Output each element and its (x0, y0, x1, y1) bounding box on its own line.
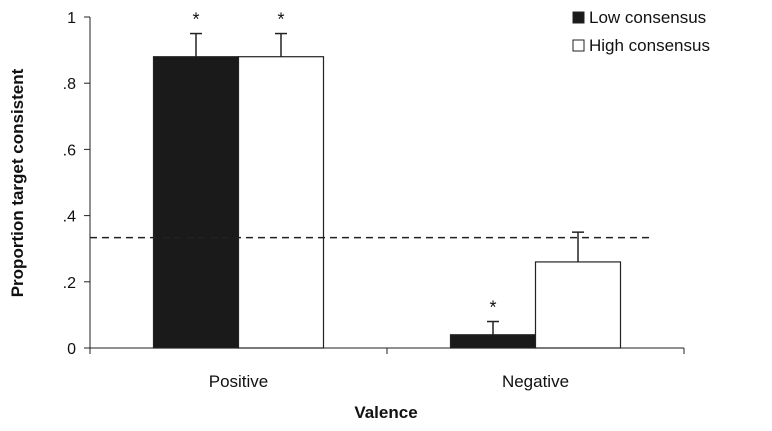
y-tick-label: .2 (63, 275, 76, 292)
significance-marker: * (489, 298, 496, 318)
y-tick-label: .4 (63, 209, 76, 226)
bar-low-consensus (152, 56, 240, 349)
legend-swatch (572, 39, 585, 52)
bar-low-consensus (449, 334, 537, 349)
y-tick-label: .8 (63, 76, 76, 93)
x-category-label: Negative (502, 372, 569, 391)
y-tick-label: 0 (67, 341, 76, 358)
legend-label: High consensus (589, 36, 710, 55)
y-tick-label: .6 (63, 142, 76, 159)
bar-high-consensus (534, 261, 622, 349)
bar-high-consensus (237, 56, 325, 349)
plot-area: 0 .2 .4 .6 .8 1 Positive * * Negative * (63, 10, 685, 391)
significance-marker: * (192, 10, 199, 30)
legend-label: Low consensus (589, 8, 706, 27)
significance-marker: * (277, 10, 284, 30)
x-category-label: Positive (209, 372, 269, 391)
legend: Low consensus High consensus (572, 8, 710, 55)
legend-swatch (572, 11, 585, 24)
x-axis-title: Valence (354, 403, 417, 422)
y-tick-label: 1 (67, 10, 76, 27)
y-axis-title: Proportion target consistent (8, 68, 27, 297)
